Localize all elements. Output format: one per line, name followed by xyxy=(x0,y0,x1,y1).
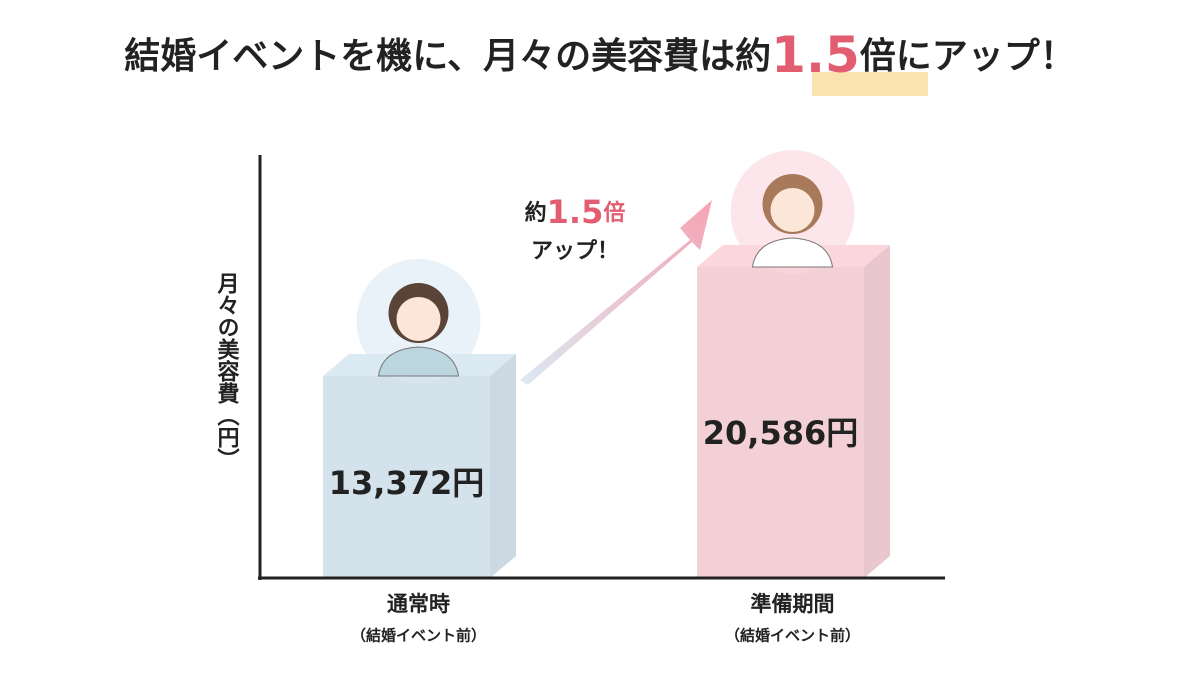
annotation-value: 1.5 xyxy=(547,193,604,231)
x-tick-note: （結婚イベント前） xyxy=(725,627,860,645)
bar-side xyxy=(490,353,516,578)
bars: 13,372円 20,586円 xyxy=(323,150,890,578)
x-tick-label: 準備期間 xyxy=(751,592,835,616)
value-label: 13,372円 xyxy=(329,464,485,502)
x-tick-note: （結婚イベント前） xyxy=(351,627,486,645)
title-part: 倍にアップ！ xyxy=(860,36,1076,77)
title-part: 結婚イベントを機に、月々の美容費は約 xyxy=(124,36,771,77)
title-emphasis: 1.5 xyxy=(771,26,860,84)
growth-arrow xyxy=(520,200,712,385)
bar-side xyxy=(864,245,890,578)
portrait-body xyxy=(751,237,834,268)
annotation-line: アップ！ xyxy=(531,239,619,264)
portrait-face xyxy=(396,296,441,341)
y-axis-label: 月々の美容費（円） xyxy=(214,272,241,470)
chart-title: 結婚イベントを機に、月々の美容費は約1.5倍にアップ！ xyxy=(124,26,1076,84)
annotation-part: 倍 xyxy=(603,200,625,226)
title-highlight xyxy=(812,72,928,96)
x-tick-label: 通常時 xyxy=(387,592,450,616)
portrait-body xyxy=(377,346,460,377)
annotation: 約1.5倍 xyxy=(525,193,626,231)
bar xyxy=(697,267,864,578)
value-label: 20,586円 xyxy=(703,414,859,452)
bar xyxy=(323,375,490,578)
annotation-part: 約 xyxy=(525,200,547,226)
portrait-face xyxy=(770,188,815,233)
